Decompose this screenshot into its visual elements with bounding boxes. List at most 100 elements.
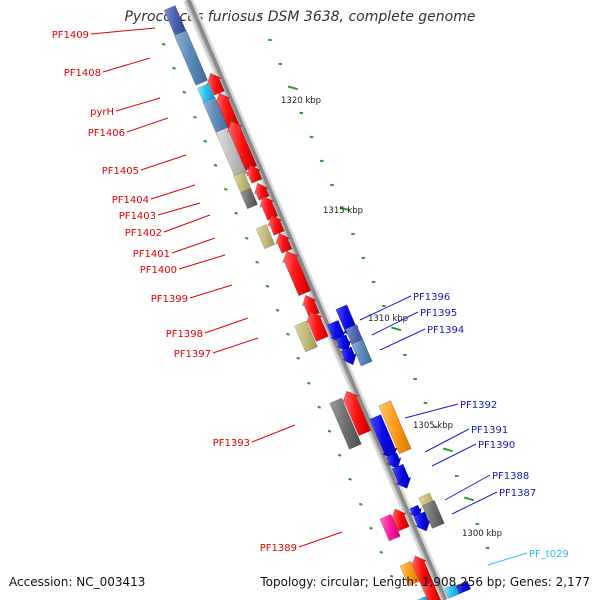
leader-line — [90, 27, 156, 35]
gene-label: PF_t029 — [529, 549, 569, 560]
leader-line — [404, 403, 459, 419]
genome-title: Pyrococcus furiosus DSM 3638, complete g… — [124, 9, 476, 25]
tick-mark — [296, 356, 301, 360]
gene-label: PF1392 — [460, 400, 497, 411]
gene-label: PF1389 — [260, 543, 297, 554]
gene-feature — [379, 513, 401, 542]
tick-mark — [358, 502, 363, 506]
gene-feature — [246, 164, 263, 184]
gene-label: PF1401 — [133, 249, 170, 260]
tick-mark — [265, 284, 270, 288]
tick-mark — [379, 550, 384, 554]
gene-feature — [391, 463, 412, 489]
tick-mark — [161, 42, 166, 46]
gene-label: PF1390 — [478, 440, 515, 451]
tick-mark — [442, 447, 454, 453]
scale-label: 1300 kbp — [462, 529, 502, 539]
gene-label: pyrH — [90, 107, 114, 118]
leader-line — [140, 154, 187, 171]
leader-line — [487, 552, 528, 566]
leader-line — [115, 97, 161, 112]
leader-line — [171, 237, 216, 254]
gene-feature — [421, 581, 441, 600]
leader-line — [451, 491, 498, 515]
leader-line — [431, 443, 477, 467]
gene-labels: PF1409 PF1408 pyrH PF1406 PF1405 PF1404 PF1403… — [52, 30, 569, 560]
gene-feature — [416, 595, 428, 600]
gene-label: PF1398 — [166, 329, 203, 340]
gene-feature — [378, 400, 412, 455]
leader-line — [204, 317, 249, 334]
tick-mark — [172, 66, 176, 70]
gene-feature — [340, 346, 357, 366]
gene-label: PF1406 — [88, 128, 125, 139]
tick-mark — [255, 260, 259, 264]
gene-feature — [455, 580, 472, 595]
gene-feature — [351, 339, 373, 367]
scale-label: 1310 kbp — [368, 314, 408, 324]
gene-features — [163, 5, 472, 600]
tick-mark — [203, 139, 208, 143]
gene-feature — [399, 560, 420, 587]
tick-mark — [339, 206, 350, 212]
gene-feature — [335, 334, 352, 353]
leader-line — [157, 202, 201, 216]
leader-line — [102, 57, 151, 73]
gene-label: PF1394 — [427, 325, 464, 336]
leader-line — [150, 184, 196, 200]
gene-label: PF1388 — [492, 471, 529, 482]
gene-feature — [329, 397, 362, 450]
tick-mark — [275, 308, 280, 312]
scale-label: 1315 kbp — [323, 206, 363, 216]
accession-label: Accession: NC_003413 — [9, 575, 146, 589]
gene-label: PF1397 — [174, 349, 211, 360]
tick-mark — [213, 163, 218, 167]
tick-mark — [224, 187, 228, 191]
gene-label: PF1402 — [125, 228, 162, 239]
leader-line — [163, 214, 211, 233]
gene-feature — [444, 583, 461, 599]
gene-feature — [386, 452, 402, 470]
scale-labels: 1320 kbp 1315 kbp 1310 kbp 1305 kbp 1300 kbp — [281, 96, 502, 539]
label-leaders — [90, 27, 528, 566]
leader-line — [444, 474, 491, 501]
gene-feature — [255, 224, 276, 250]
leader-line — [379, 328, 426, 351]
gene-feature — [294, 320, 318, 353]
gene-label: PF1395 — [420, 308, 457, 319]
leader-line — [212, 337, 259, 354]
gene-label: PF1408 — [64, 68, 101, 79]
position-ticks — [161, 14, 490, 578]
scale-label: 1320 kbp — [281, 96, 321, 106]
tick-mark — [286, 332, 290, 336]
gene-feature — [275, 232, 293, 254]
tick-mark — [307, 381, 311, 385]
tick-mark — [317, 405, 322, 409]
gene-feature — [267, 214, 285, 236]
tick-mark — [234, 211, 238, 215]
leader-line — [298, 531, 343, 548]
tick-mark — [327, 429, 332, 433]
tick-mark — [337, 453, 342, 457]
gene-label: PF1396 — [413, 292, 450, 303]
gene-label: PF1403 — [119, 211, 156, 222]
tick-mark — [182, 90, 187, 94]
scale-label: 1305 kbp — [413, 421, 453, 431]
gene-label: PF1387 — [499, 488, 536, 499]
genome-summary: Topology: circular; Length: 1,908,256 bp… — [260, 575, 590, 589]
tick-mark — [193, 115, 197, 119]
gene-label: PF1409 — [52, 30, 89, 41]
gene-feature — [240, 188, 258, 210]
gene-feature — [413, 511, 431, 532]
gene-label: PF1391 — [471, 425, 508, 436]
tick-mark — [389, 574, 394, 578]
leader-line — [359, 295, 412, 321]
leader-line — [126, 117, 169, 133]
tick-mark — [369, 526, 373, 530]
gene-feature — [173, 29, 209, 86]
leader-line — [178, 254, 226, 270]
gene-label: PF1399 — [151, 294, 188, 305]
tick-mark — [348, 477, 352, 481]
tick-mark — [287, 85, 298, 91]
